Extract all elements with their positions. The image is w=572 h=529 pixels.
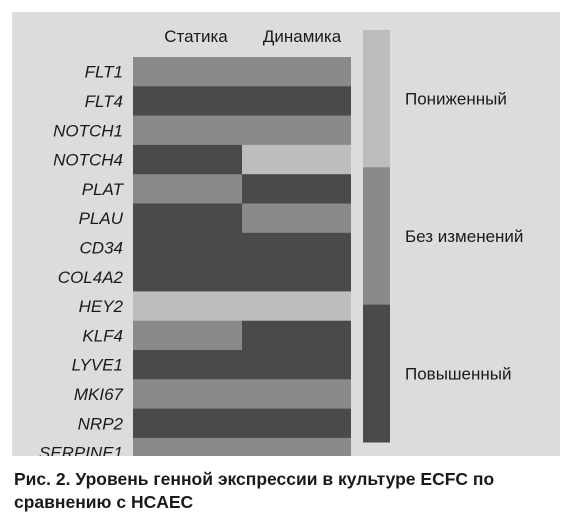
gene-label-plat: PLAT [82,180,125,199]
heatmap-cell-serpine1-2 [242,437,351,468]
heatmap-cell-flt4-1 [133,86,242,117]
gene-label-col4a2: COL4A2 [58,268,124,287]
legend-swatch-3 [363,304,390,443]
heatmap-cell-lyve1-1 [133,350,242,380]
heatmap-cell-col4a2-1 [133,262,242,292]
heatmap-cell-notch1-2 [242,115,351,146]
heatmap-cell-plau-1 [133,203,242,234]
heatmap-cell-hey2-1 [133,291,242,322]
gene-label-klf4: KLF4 [82,326,123,345]
heatmap-cell-nrp2-1 [133,408,242,439]
column-header-2: Динамика [263,27,342,46]
heatmap-chart: Статика Динамика FLT1 FLT4 NOTCH1 NOTCH4 PLAT P… [39,27,523,468]
heatmap-cell-plat-2 [242,174,351,205]
heatmap-cell-notch4-2 [242,144,351,175]
gene-label-flt4: FLT4 [85,92,123,111]
gene-label-lyve1: LYVE1 [72,356,123,375]
heatmap-cell-cd34-2 [242,232,351,263]
gene-label-nrp2: NRP2 [78,414,124,433]
legend-label-1: Пониженный [405,90,507,109]
heatmap-cell-flt1-2 [242,57,351,87]
heatmap-cell-plat-1 [133,174,242,205]
heatmap-cell-serpine1-1 [133,437,242,468]
gene-label-flt1: FLT1 [85,63,123,82]
gene-label-cd34: CD34 [80,238,123,257]
legend-label-2: Без изменений [405,227,523,246]
gene-label-serpine1: SERPINE1 [39,444,123,456]
heatmap-cell-col4a2-2 [242,262,351,292]
legend-swatch-2 [363,167,390,306]
gene-label-hey2: HEY2 [79,297,124,316]
heatmap-cell-plau-2 [242,203,351,234]
figure-panel: Статика Динамика FLT1 FLT4 NOTCH1 NOTCH4 PLAT P… [12,12,560,468]
column-header-1: Статика [164,27,228,46]
heatmap-cell-klf4-1 [133,320,242,351]
heatmap-cell-notch4-1 [133,144,242,175]
heatmap-cell-cd34-1 [133,232,242,263]
heatmap-cell-mki67-2 [242,379,351,410]
heatmap-cell-mki67-1 [133,379,242,410]
heatmap-cell-hey2-2 [242,291,351,322]
legend-swatch-1 [363,30,390,168]
heatmap-cell-flt1-1 [133,57,242,87]
figure-caption: Рис. 2. Уровень генной экспрессии в куль… [14,469,495,512]
gene-label-notch1: NOTCH1 [53,121,123,140]
heatmap-cell-klf4-2 [242,320,351,351]
gene-label-mki67: MKI67 [74,385,124,404]
legend-label-3: Повышенный [405,364,512,383]
heatmap-cell-nrp2-2 [242,408,351,439]
heatmap-cell-notch1-1 [133,115,242,146]
heatmap-cell-flt4-2 [242,86,351,117]
gene-label-notch4: NOTCH4 [53,151,123,170]
heatmap-cell-lyve1-2 [242,350,351,380]
gene-label-plau: PLAU [79,209,124,228]
